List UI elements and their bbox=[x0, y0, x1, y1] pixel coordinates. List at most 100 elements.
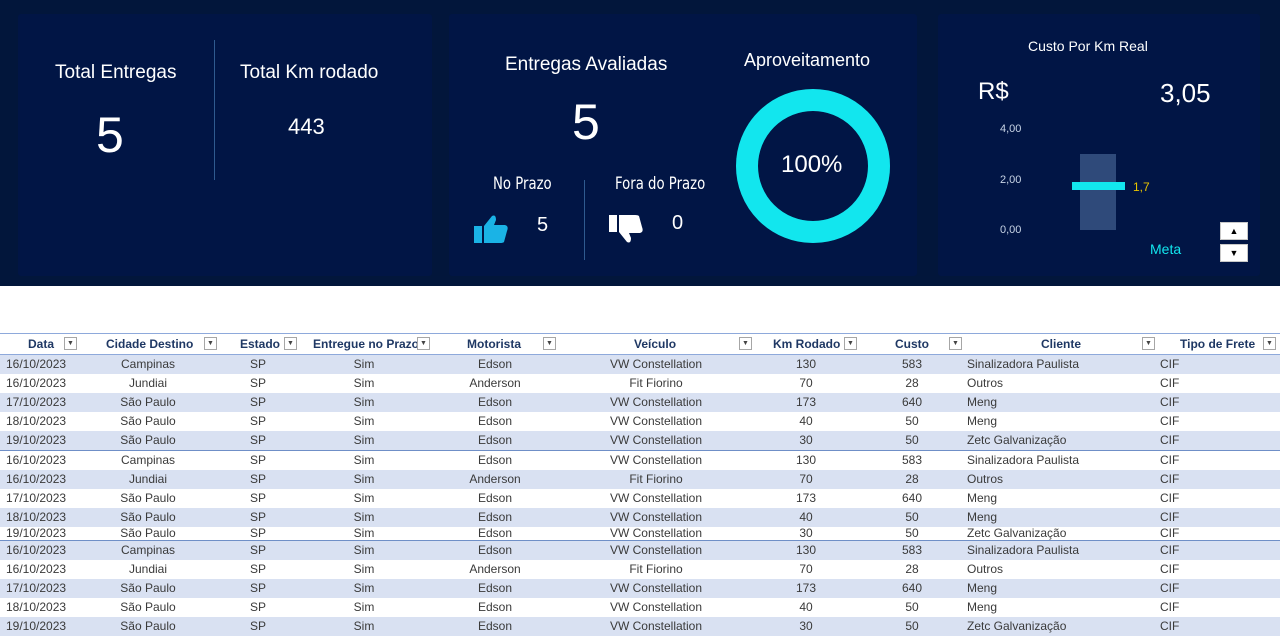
cell-cliente: Sinalizadora Paulista bbox=[967, 453, 1080, 467]
cell-cidade: Campinas bbox=[120, 357, 176, 371]
cell-estado: SP bbox=[249, 562, 267, 576]
cell-cidade: São Paulo bbox=[120, 414, 176, 428]
cell-motorista: Edson bbox=[477, 414, 513, 428]
cell-custo: 640 bbox=[901, 491, 923, 505]
table-row: 17/10/2023 São Paulo SP Sim Edson VW Constell… bbox=[0, 393, 1280, 412]
cell-data: 16/10/2023 bbox=[6, 453, 67, 467]
filter-frete-button[interactable]: ▼ bbox=[1263, 337, 1276, 350]
cell-frete: CIF bbox=[1160, 433, 1180, 447]
table-row: 16/10/2023 Campinas SP Sim Edson VW Constella… bbox=[0, 451, 1280, 470]
total-km-label: Total Km rodado bbox=[240, 62, 379, 83]
cell-prazo: Sim bbox=[353, 433, 375, 447]
cell-prazo: Sim bbox=[353, 510, 375, 524]
table-row: 18/10/2023 São Paulo SP Sim Edson VW Constell… bbox=[0, 412, 1280, 431]
dashboard-panel: Total Entregas 5 Total Km rodado 443 Ent… bbox=[0, 0, 1280, 286]
cell-custo: 28 bbox=[905, 472, 919, 486]
filter-data-button[interactable]: ▼ bbox=[64, 337, 77, 350]
cell-estado: SP bbox=[249, 619, 267, 633]
table-row: 17/10/2023 São Paulo SP Sim Edson VW Constell… bbox=[0, 489, 1280, 508]
cell-motorista: Edson bbox=[477, 619, 513, 633]
cell-prazo: Sim bbox=[353, 562, 375, 576]
cell-frete: CIF bbox=[1160, 453, 1180, 467]
cell-cliente: Sinalizadora Paulista bbox=[967, 357, 1080, 371]
cell-veiculo: VW Constellation bbox=[609, 526, 703, 540]
cell-veiculo: VW Constellation bbox=[609, 414, 703, 428]
cell-cliente: Meng bbox=[967, 510, 998, 524]
gauge-track bbox=[1080, 154, 1116, 230]
gauge-axis-top: 4,00 bbox=[1000, 123, 1022, 135]
cell-cidade: São Paulo bbox=[120, 491, 176, 505]
cell-cidade: Campinas bbox=[120, 453, 176, 467]
cell-veiculo: VW Constellation bbox=[609, 619, 703, 633]
card2-divider bbox=[584, 180, 585, 260]
cell-custo: 583 bbox=[901, 357, 923, 371]
col-motorista: Motorista bbox=[467, 337, 521, 351]
cell-data: 16/10/2023 bbox=[6, 472, 67, 486]
total-entregas-value: 5 bbox=[96, 107, 124, 163]
table-row: 18/10/2023 São Paulo SP Sim Edson VW Constell… bbox=[0, 598, 1280, 617]
cell-frete: CIF bbox=[1160, 376, 1180, 390]
filter-estado-button[interactable]: ▼ bbox=[284, 337, 297, 350]
cell-prazo: Sim bbox=[353, 376, 375, 390]
cell-veiculo: VW Constellation bbox=[609, 600, 703, 614]
cell-custo: 50 bbox=[905, 600, 919, 614]
cell-cliente: Outros bbox=[967, 472, 1004, 486]
table-row: 19/10/2023 São Paulo SP Sim Edson VW Constell… bbox=[0, 527, 1280, 541]
col-estado: Estado bbox=[240, 337, 281, 351]
cell-cidade: São Paulo bbox=[120, 526, 176, 540]
cell-cliente: Outros bbox=[967, 376, 1004, 390]
cell-data: 16/10/2023 bbox=[6, 357, 67, 371]
spin-up-button[interactable]: ▲ bbox=[1220, 222, 1248, 240]
table-row: 19/10/2023 São Paulo SP Sim Edson VW Constell… bbox=[0, 431, 1280, 451]
filter-prazo-button[interactable]: ▼ bbox=[417, 337, 430, 350]
total-entregas-label: Total Entregas bbox=[55, 62, 177, 83]
cell-km: 173 bbox=[795, 395, 817, 409]
thumbs-down-icon bbox=[609, 215, 643, 243]
aproveitamento-value: 100% bbox=[781, 151, 843, 178]
cell-km: 40 bbox=[799, 510, 813, 524]
entregas-avaliadas-label: Entregas Avaliadas bbox=[505, 54, 668, 75]
filter-km-button[interactable]: ▼ bbox=[844, 337, 857, 350]
table-row: 16/10/2023 Jundiai SP Sim Anderson Fit Fiorin… bbox=[0, 470, 1280, 489]
cell-data: 16/10/2023 bbox=[6, 376, 67, 390]
filter-motorista-button[interactable]: ▼ bbox=[543, 337, 556, 350]
cell-frete: CIF bbox=[1160, 600, 1180, 614]
cell-prazo: Sim bbox=[353, 619, 375, 633]
gauge-meta-value: 1,7 bbox=[1133, 180, 1150, 194]
cell-cliente: Zetc Galvanização bbox=[967, 526, 1067, 540]
total-km-value: 443 bbox=[288, 114, 325, 139]
cell-veiculo: Fit Fiorino bbox=[629, 562, 683, 576]
filter-veiculo-button[interactable]: ▼ bbox=[739, 337, 752, 350]
cell-km: 130 bbox=[795, 543, 817, 557]
spin-down-button[interactable]: ▼ bbox=[1220, 244, 1248, 262]
table-body: 16/10/2023 Campinas SP Sim Edson VW Constella… bbox=[0, 355, 1280, 636]
gauge-axis-bottom: 0,00 bbox=[1000, 224, 1022, 236]
currency-symbol: R$ bbox=[978, 78, 1009, 105]
cell-veiculo: VW Constellation bbox=[609, 453, 703, 467]
cell-veiculo: Fit Fiorino bbox=[629, 376, 683, 390]
filter-custo-button[interactable]: ▼ bbox=[949, 337, 962, 350]
cell-motorista: Edson bbox=[477, 510, 513, 524]
table-row: 17/10/2023 São Paulo SP Sim Edson VW Constell… bbox=[0, 579, 1280, 598]
cell-cidade: São Paulo bbox=[120, 581, 176, 595]
cell-frete: CIF bbox=[1160, 619, 1180, 633]
cell-custo: 50 bbox=[905, 510, 919, 524]
cell-cliente: Sinalizadora Paulista bbox=[967, 543, 1080, 557]
cell-estado: SP bbox=[249, 357, 267, 371]
cell-prazo: Sim bbox=[353, 357, 375, 371]
cell-data: 17/10/2023 bbox=[6, 581, 67, 595]
cell-motorista: Edson bbox=[477, 491, 513, 505]
cell-cidade: São Paulo bbox=[120, 395, 176, 409]
cell-frete: CIF bbox=[1160, 526, 1180, 540]
cell-cliente: Outros bbox=[967, 562, 1004, 576]
cell-data: 19/10/2023 bbox=[6, 526, 67, 540]
cell-veiculo: VW Constellation bbox=[609, 357, 703, 371]
cell-estado: SP bbox=[249, 453, 267, 467]
filter-cliente-button[interactable]: ▼ bbox=[1142, 337, 1155, 350]
cell-km: 40 bbox=[799, 414, 813, 428]
filter-cidade-button[interactable]: ▼ bbox=[204, 337, 217, 350]
cell-cidade: Jundiai bbox=[128, 562, 168, 576]
col-data: Data bbox=[28, 337, 55, 351]
cell-motorista: Edson bbox=[477, 543, 513, 557]
cell-km: 30 bbox=[799, 433, 813, 447]
